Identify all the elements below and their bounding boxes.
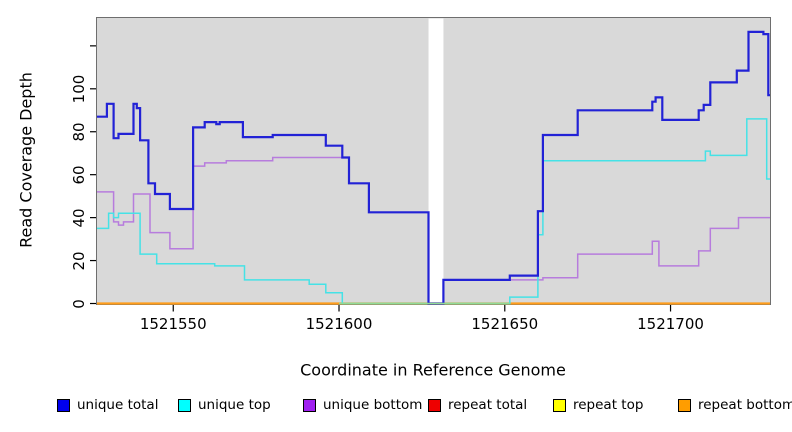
x-tick-label: 1521650 (471, 315, 539, 333)
x-tick-label: 1521550 (139, 315, 207, 333)
x-tick-label: 1521600 (305, 315, 373, 333)
x-tick-label: 1521700 (637, 315, 704, 333)
legend-label: repeat bottom (698, 397, 792, 413)
x-axis-title: Coordinate in Reference Genome (300, 360, 566, 380)
series-unique-top (97, 118, 770, 305)
y-tick-label: 80 (70, 122, 88, 142)
legend-swatch-icon (678, 399, 691, 412)
legend-label: unique bottom (323, 397, 423, 413)
coverage-gap-band (428, 18, 444, 305)
series-unique-total (97, 30, 770, 305)
legend-label: unique top (198, 397, 271, 413)
legend-swatch-icon (303, 399, 316, 412)
y-tick-label: 40 (70, 208, 88, 228)
legend-swatch-icon (553, 399, 566, 412)
legend-swatch-icon (57, 399, 70, 412)
legend-label: repeat top (573, 397, 644, 413)
y-tick-label: 100 (70, 74, 88, 104)
y-tick-label: 20 (70, 251, 88, 271)
y-tick-label: 0 (70, 298, 88, 309)
y-tick-label: 60 (70, 165, 88, 185)
y-axis-title: Read Coverage Depth (16, 72, 36, 248)
legend-label: repeat total (448, 397, 528, 413)
legend-swatch-icon (428, 399, 441, 412)
legend-label: unique total (77, 397, 159, 413)
legend-swatch-icon (178, 399, 191, 412)
